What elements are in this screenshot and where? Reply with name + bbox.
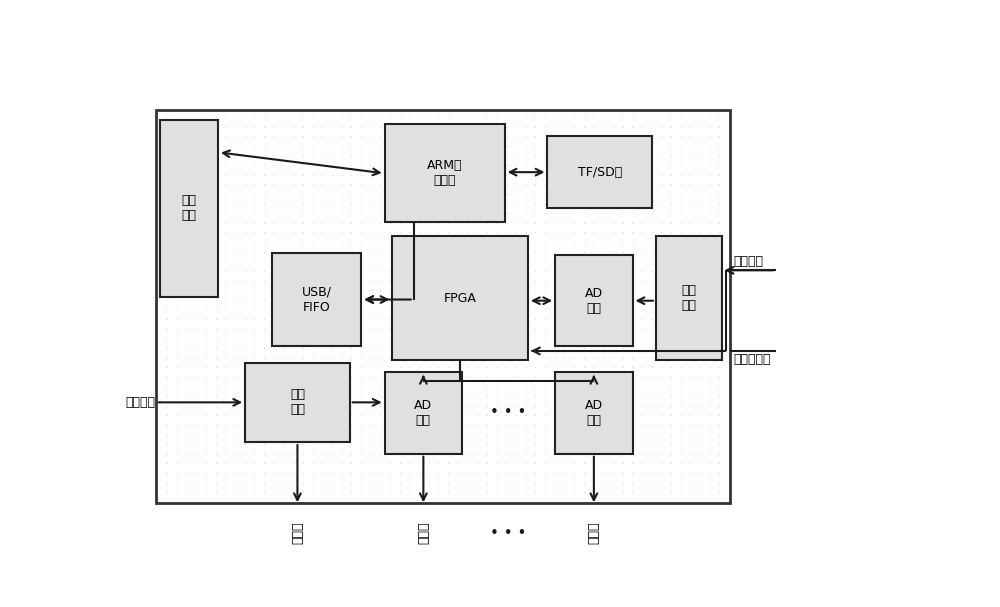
Bar: [156, 110, 730, 503]
Text: 地址线: 地址线: [291, 521, 304, 544]
Text: AD
转换: AD 转换: [585, 399, 603, 427]
Text: ARM核
心模块: ARM核 心模块: [427, 159, 462, 188]
Bar: [245, 362, 350, 442]
Text: 磁信号: 磁信号: [587, 521, 600, 544]
Text: USB/
FIFO: USB/ FIFO: [302, 285, 332, 314]
Bar: [385, 372, 462, 454]
Text: 非磁信号: 非磁信号: [733, 255, 763, 268]
Text: 里程轮信号: 里程轮信号: [733, 353, 771, 366]
Text: 电源
管理: 电源 管理: [290, 388, 305, 416]
Bar: [555, 255, 633, 346]
Text: 电源输入: 电源输入: [125, 396, 155, 409]
Bar: [656, 237, 722, 361]
Bar: [160, 120, 218, 297]
Text: AD
转换: AD 转换: [585, 287, 603, 314]
Text: • • •: • • •: [490, 405, 527, 421]
Bar: [385, 124, 505, 222]
Text: 模拟
开关: 模拟 开关: [681, 284, 696, 313]
Text: 磁信号: 磁信号: [417, 521, 430, 544]
Bar: [555, 372, 633, 454]
Text: • • •: • • •: [490, 526, 527, 541]
Bar: [547, 136, 652, 208]
Text: TF/SD卡: TF/SD卡: [578, 166, 622, 178]
Text: FPGA: FPGA: [444, 292, 477, 305]
Bar: [392, 237, 528, 361]
Text: 通信
接口: 通信 接口: [181, 194, 196, 222]
Bar: [272, 253, 361, 346]
Text: AD
转换: AD 转换: [414, 399, 432, 427]
